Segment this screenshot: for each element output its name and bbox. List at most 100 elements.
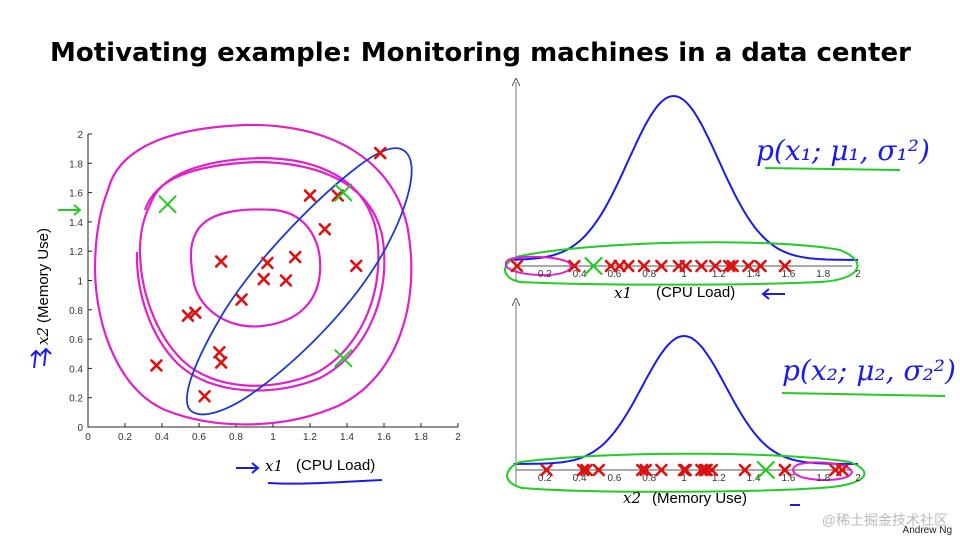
x1-anomaly-marks <box>584 256 603 276</box>
data-point <box>709 259 722 273</box>
x2-green-underline <box>506 452 866 493</box>
tick-label: 0.2 <box>538 269 552 280</box>
data-point <box>726 259 740 273</box>
y-axis-label: x2 (Memory Use) <box>34 228 52 345</box>
data-point <box>604 259 618 273</box>
y-axis-arrow-icon <box>58 204 82 216</box>
x-axis-arrow-icon <box>236 462 260 474</box>
x-axis-label: x1 (CPU Load) <box>236 457 383 485</box>
x2-points <box>540 463 849 477</box>
x-tick-label: 0.6 <box>192 432 206 443</box>
y-tick-label: 2 <box>77 130 83 141</box>
p2-underline <box>781 392 946 397</box>
data-point <box>214 356 228 369</box>
data-point <box>742 259 755 273</box>
p2-annotation: p(x₂; μ₂, σ₂²) <box>782 354 956 387</box>
data-point <box>213 345 226 359</box>
x2-density-chart: 0.2 0.4 0.6 0.8 1 1.2 1.4 1.6 1.8 2 x2 (Memory Us… <box>506 302 956 507</box>
anomaly-mark <box>334 349 353 368</box>
data-point <box>635 463 649 477</box>
data-point <box>639 463 653 477</box>
tick-label: 1.6 <box>781 269 795 280</box>
y-tick-label: 1.2 <box>69 247 83 258</box>
x-tick-label: 0 <box>85 432 91 443</box>
x-tick-label: 0.2 <box>118 432 132 443</box>
data-point <box>288 250 302 264</box>
p1-annotation: p(x₁; μ₁, σ₁²) <box>756 134 930 167</box>
data-point <box>181 309 195 322</box>
x-tick-label: 1.2 <box>303 432 317 443</box>
data-point <box>318 222 332 236</box>
scatter-points <box>150 146 387 403</box>
tick-label: 0.4 <box>573 473 587 484</box>
scatter-chart: 0 0.2 0.4 0.6 0.8 1 1.2 1.4 1.6 1.8 2 0 0.2 0.4 0.6 0.8… <box>30 123 461 485</box>
tick-label: 2 <box>855 269 861 280</box>
x1-gaussian-curve <box>513 94 859 261</box>
y-tick-label: 1.6 <box>69 189 83 200</box>
x1-ticks: 0.2 0.4 0.6 0.8 1 1.2 1.4 1.6 1.8 2 <box>538 269 861 280</box>
y-tick-label: 0.8 <box>69 306 83 317</box>
x-tick-label: 0.4 <box>155 432 169 443</box>
tick-label: 2 <box>855 473 861 484</box>
y-tick-label: 0.4 <box>69 364 83 375</box>
y-axis-label-text: (Memory Use) <box>35 228 52 323</box>
tick-label: 0.6 <box>607 269 621 280</box>
y-tick-label: 1.8 <box>69 159 83 170</box>
anomaly-mark <box>756 460 775 480</box>
x1-green-underline <box>504 241 859 286</box>
data-point <box>778 463 792 477</box>
x1-back-arrow-icon <box>761 288 785 300</box>
x2-axis-label: (Memory Use) <box>652 490 747 507</box>
data-point <box>214 255 228 268</box>
y-tick-label: 0.6 <box>69 335 83 346</box>
data-point <box>198 389 211 403</box>
y-tick-label: 1 <box>77 277 83 288</box>
data-point <box>637 259 651 273</box>
contour-middle <box>138 156 380 387</box>
tick-label: 1.6 <box>781 473 795 484</box>
y-tick-label: 0 <box>77 423 83 434</box>
tick-label: 0.6 <box>607 473 621 484</box>
data-point <box>754 259 767 273</box>
data-point <box>613 259 626 273</box>
data-point <box>695 259 708 273</box>
x2-anomaly-marks <box>756 460 775 480</box>
data-point <box>580 463 593 477</box>
anomaly-mark <box>584 256 603 276</box>
density-contours <box>93 123 413 426</box>
x-tick-label: 1 <box>270 432 276 443</box>
contour-inner <box>189 208 322 328</box>
data-point <box>722 259 736 273</box>
watermark: @稀土掘金技术社区 <box>821 512 948 528</box>
x1-axis-var: x1 <box>614 284 632 302</box>
y-tick-label: 1.4 <box>69 218 83 229</box>
tick-label: 1.4 <box>747 473 761 484</box>
tick-label: 0.4 <box>573 269 587 280</box>
tick-label: 0.8 <box>642 269 656 280</box>
tick-label: 1.2 <box>712 269 726 280</box>
tick-label: 1.4 <box>747 269 761 280</box>
y-tick-label: 0.2 <box>69 394 83 405</box>
data-point <box>738 463 752 477</box>
data-point <box>349 259 363 273</box>
data-point <box>257 272 271 286</box>
contour-middle-2 <box>135 160 386 392</box>
x-tick-label: 1.4 <box>340 432 354 443</box>
data-point <box>576 463 590 477</box>
anomaly-mark <box>158 195 177 214</box>
data-point <box>836 463 849 477</box>
x2-ticks: 0.2 0.4 0.6 0.8 1 1.2 1.4 1.6 1.8 2 <box>538 473 861 484</box>
data-point <box>705 463 719 477</box>
p1-underline <box>764 167 901 171</box>
scatter-ticks: 0 0.2 0.4 0.6 0.8 1 1.2 1.4 1.6 1.8 2 0 0.2 0.4 0.6 0.8… <box>69 130 461 443</box>
data-point <box>568 259 581 273</box>
data-point <box>622 259 635 273</box>
correlated-ellipse <box>186 147 413 416</box>
anomaly-marks <box>158 183 353 368</box>
data-point <box>189 306 202 320</box>
author-credit: Andrew Ng <box>902 525 952 536</box>
y-axis-up-arrow-icon <box>30 347 52 369</box>
data-point <box>374 146 387 160</box>
x2-gaussian-curve <box>513 334 858 465</box>
